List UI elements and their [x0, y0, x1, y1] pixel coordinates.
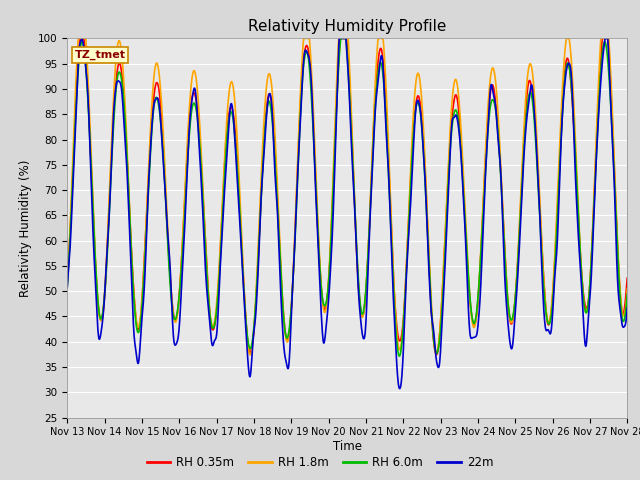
- Title: Relativity Humidity Profile: Relativity Humidity Profile: [248, 20, 446, 35]
- Text: TZ_tmet: TZ_tmet: [74, 50, 125, 60]
- X-axis label: Time: Time: [333, 440, 362, 453]
- Legend: RH 0.35m, RH 1.8m, RH 6.0m, 22m: RH 0.35m, RH 1.8m, RH 6.0m, 22m: [142, 452, 498, 474]
- Y-axis label: Relativity Humidity (%): Relativity Humidity (%): [19, 159, 32, 297]
